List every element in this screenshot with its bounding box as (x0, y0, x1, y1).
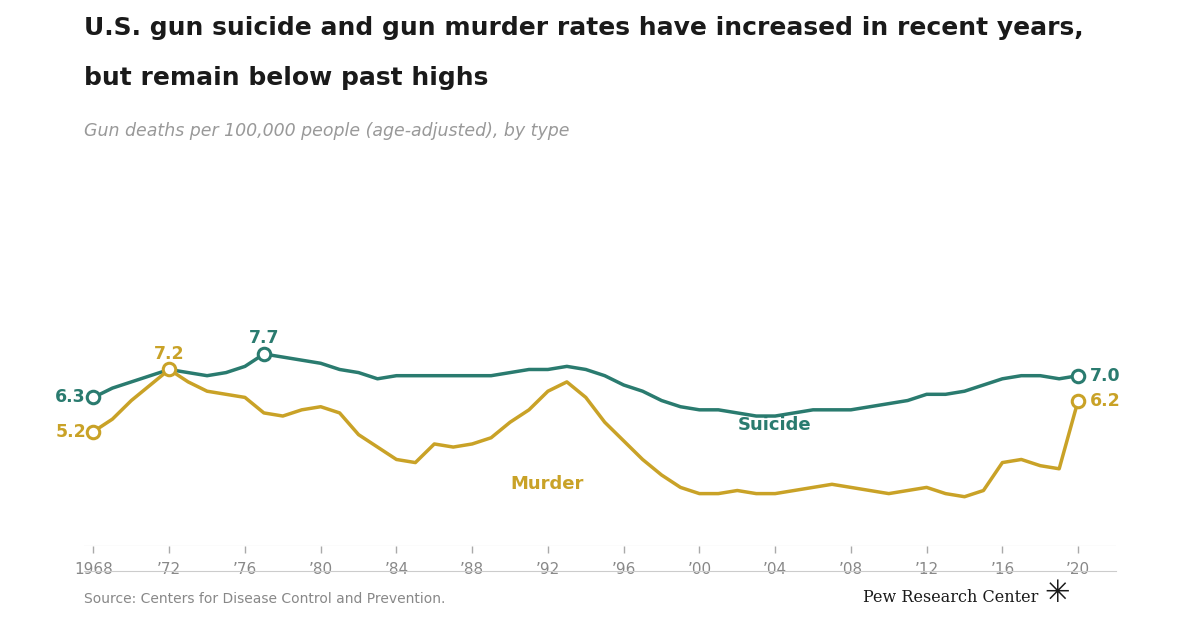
Text: 7.7: 7.7 (248, 329, 280, 347)
Text: 6.2: 6.2 (1090, 391, 1121, 409)
Text: 6.3: 6.3 (55, 388, 86, 406)
Text: 7.2: 7.2 (154, 345, 185, 362)
Text: 5.2: 5.2 (55, 423, 86, 441)
Text: Source: Centers for Disease Control and Prevention.: Source: Centers for Disease Control and … (84, 592, 445, 606)
Text: 7.0: 7.0 (1090, 367, 1120, 385)
Text: Murder: Murder (510, 475, 583, 494)
Text: Pew Research Center: Pew Research Center (863, 589, 1038, 606)
Text: but remain below past highs: but remain below past highs (84, 66, 488, 90)
Text: Suicide: Suicide (737, 416, 811, 435)
Text: Gun deaths per 100,000 people (age-adjusted), by type: Gun deaths per 100,000 people (age-adjus… (84, 122, 570, 141)
Text: U.S. gun suicide and gun murder rates have increased in recent years,: U.S. gun suicide and gun murder rates ha… (84, 16, 1084, 40)
Text: ✳: ✳ (1044, 579, 1069, 608)
